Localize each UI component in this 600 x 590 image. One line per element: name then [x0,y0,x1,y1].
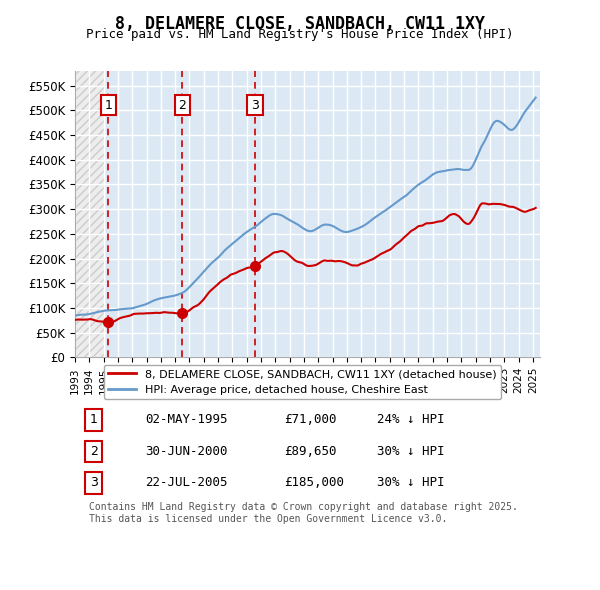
Text: £89,650: £89,650 [284,445,337,458]
Text: 1: 1 [104,99,112,112]
Text: Price paid vs. HM Land Registry's House Price Index (HPI): Price paid vs. HM Land Registry's House … [86,28,514,41]
Text: 1: 1 [89,414,98,427]
Text: 02-MAY-1995: 02-MAY-1995 [145,414,227,427]
Text: 30% ↓ HPI: 30% ↓ HPI [377,477,445,490]
Text: £71,000: £71,000 [284,414,337,427]
Legend: 8, DELAMERE CLOSE, SANDBACH, CW11 1XY (detached house), HPI: Average price, deta: 8, DELAMERE CLOSE, SANDBACH, CW11 1XY (d… [104,365,501,399]
Text: 3: 3 [251,99,259,112]
Bar [75,71,104,358]
Text: 22-JUL-2005: 22-JUL-2005 [145,477,227,490]
Text: 2: 2 [178,99,186,112]
Text: 8, DELAMERE CLOSE, SANDBACH, CW11 1XY: 8, DELAMERE CLOSE, SANDBACH, CW11 1XY [115,15,485,33]
Text: 3: 3 [89,477,98,490]
Text: £185,000: £185,000 [284,477,344,490]
Text: 2: 2 [89,445,98,458]
Text: 30% ↓ HPI: 30% ↓ HPI [377,445,445,458]
Text: 24% ↓ HPI: 24% ↓ HPI [377,414,445,427]
Text: 30-JUN-2000: 30-JUN-2000 [145,445,227,458]
Text: Contains HM Land Registry data © Crown copyright and database right 2025.
This d: Contains HM Land Registry data © Crown c… [89,502,518,524]
